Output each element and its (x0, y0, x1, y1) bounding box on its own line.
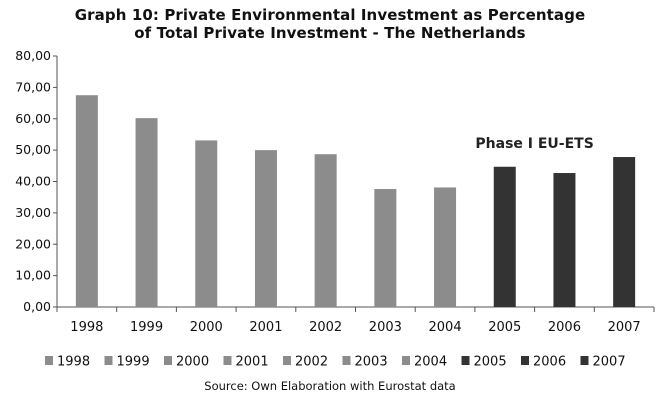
bar-1999 (135, 118, 158, 307)
x-tick-label: 2005 (488, 320, 521, 335)
bar-2004 (434, 187, 457, 307)
x-tick-label: 2004 (429, 320, 462, 335)
y-tick-label: 0,00 (23, 299, 51, 314)
x-tick-label: 2001 (249, 320, 282, 335)
bar-2002 (314, 154, 337, 307)
y-tick-label: 40,00 (15, 174, 51, 189)
y-tick-label: 30,00 (15, 205, 51, 220)
legend-swatch (461, 356, 470, 365)
bar-1998 (75, 95, 98, 307)
bar-2007 (613, 157, 636, 307)
legend-label: 2007 (593, 355, 626, 370)
legend-swatch (104, 356, 113, 365)
legend-swatch (342, 356, 351, 365)
legend-label: 2003 (355, 355, 388, 370)
chart-title: Graph 10: Private Environmental Investme… (74, 6, 586, 24)
legend-swatch (402, 356, 410, 365)
legend-swatch (45, 356, 53, 365)
legend-label: 2005 (474, 355, 507, 370)
chart-source: Source: Own Elaboration with Eurostat da… (204, 379, 456, 393)
chart-subtitle: of Total Private Investment - The Nether… (134, 24, 526, 42)
y-tick-label: 20,00 (15, 236, 51, 251)
annotation-phase-ets: Phase I EU-ETS (475, 136, 593, 152)
legend-swatch (283, 356, 291, 365)
x-tick-label: 1999 (130, 320, 163, 335)
bar-2006 (553, 173, 576, 307)
y-tick-label: 80,00 (15, 48, 51, 63)
y-tick-label: 50,00 (15, 142, 51, 157)
x-tick-label: 1998 (70, 320, 103, 335)
x-tick-label: 2002 (309, 320, 342, 335)
legend-label: 2001 (236, 355, 269, 370)
bar-2001 (254, 150, 277, 307)
bar-2005 (493, 166, 516, 307)
legend-swatch (164, 356, 172, 365)
legend-label: 2004 (414, 355, 447, 370)
legend-swatch (223, 356, 232, 365)
bar-2000 (195, 140, 218, 307)
x-tick-label: 2000 (190, 320, 223, 335)
y-tick-label: 70,00 (15, 79, 51, 94)
legend-label: 2006 (533, 355, 566, 370)
legend-swatch (580, 356, 589, 365)
bar-2003 (374, 189, 397, 307)
x-tick-label: 2007 (608, 320, 641, 335)
legend-label: 1998 (57, 355, 90, 370)
legend-label: 2000 (176, 355, 209, 370)
legend-swatch (521, 356, 529, 365)
legend-label: 1999 (117, 355, 150, 370)
y-tick-label: 60,00 (15, 111, 51, 126)
x-tick-label: 2003 (369, 320, 402, 335)
y-tick-label: 10,00 (15, 268, 51, 283)
legend-label: 2002 (295, 355, 328, 370)
x-tick-label: 2006 (548, 320, 581, 335)
